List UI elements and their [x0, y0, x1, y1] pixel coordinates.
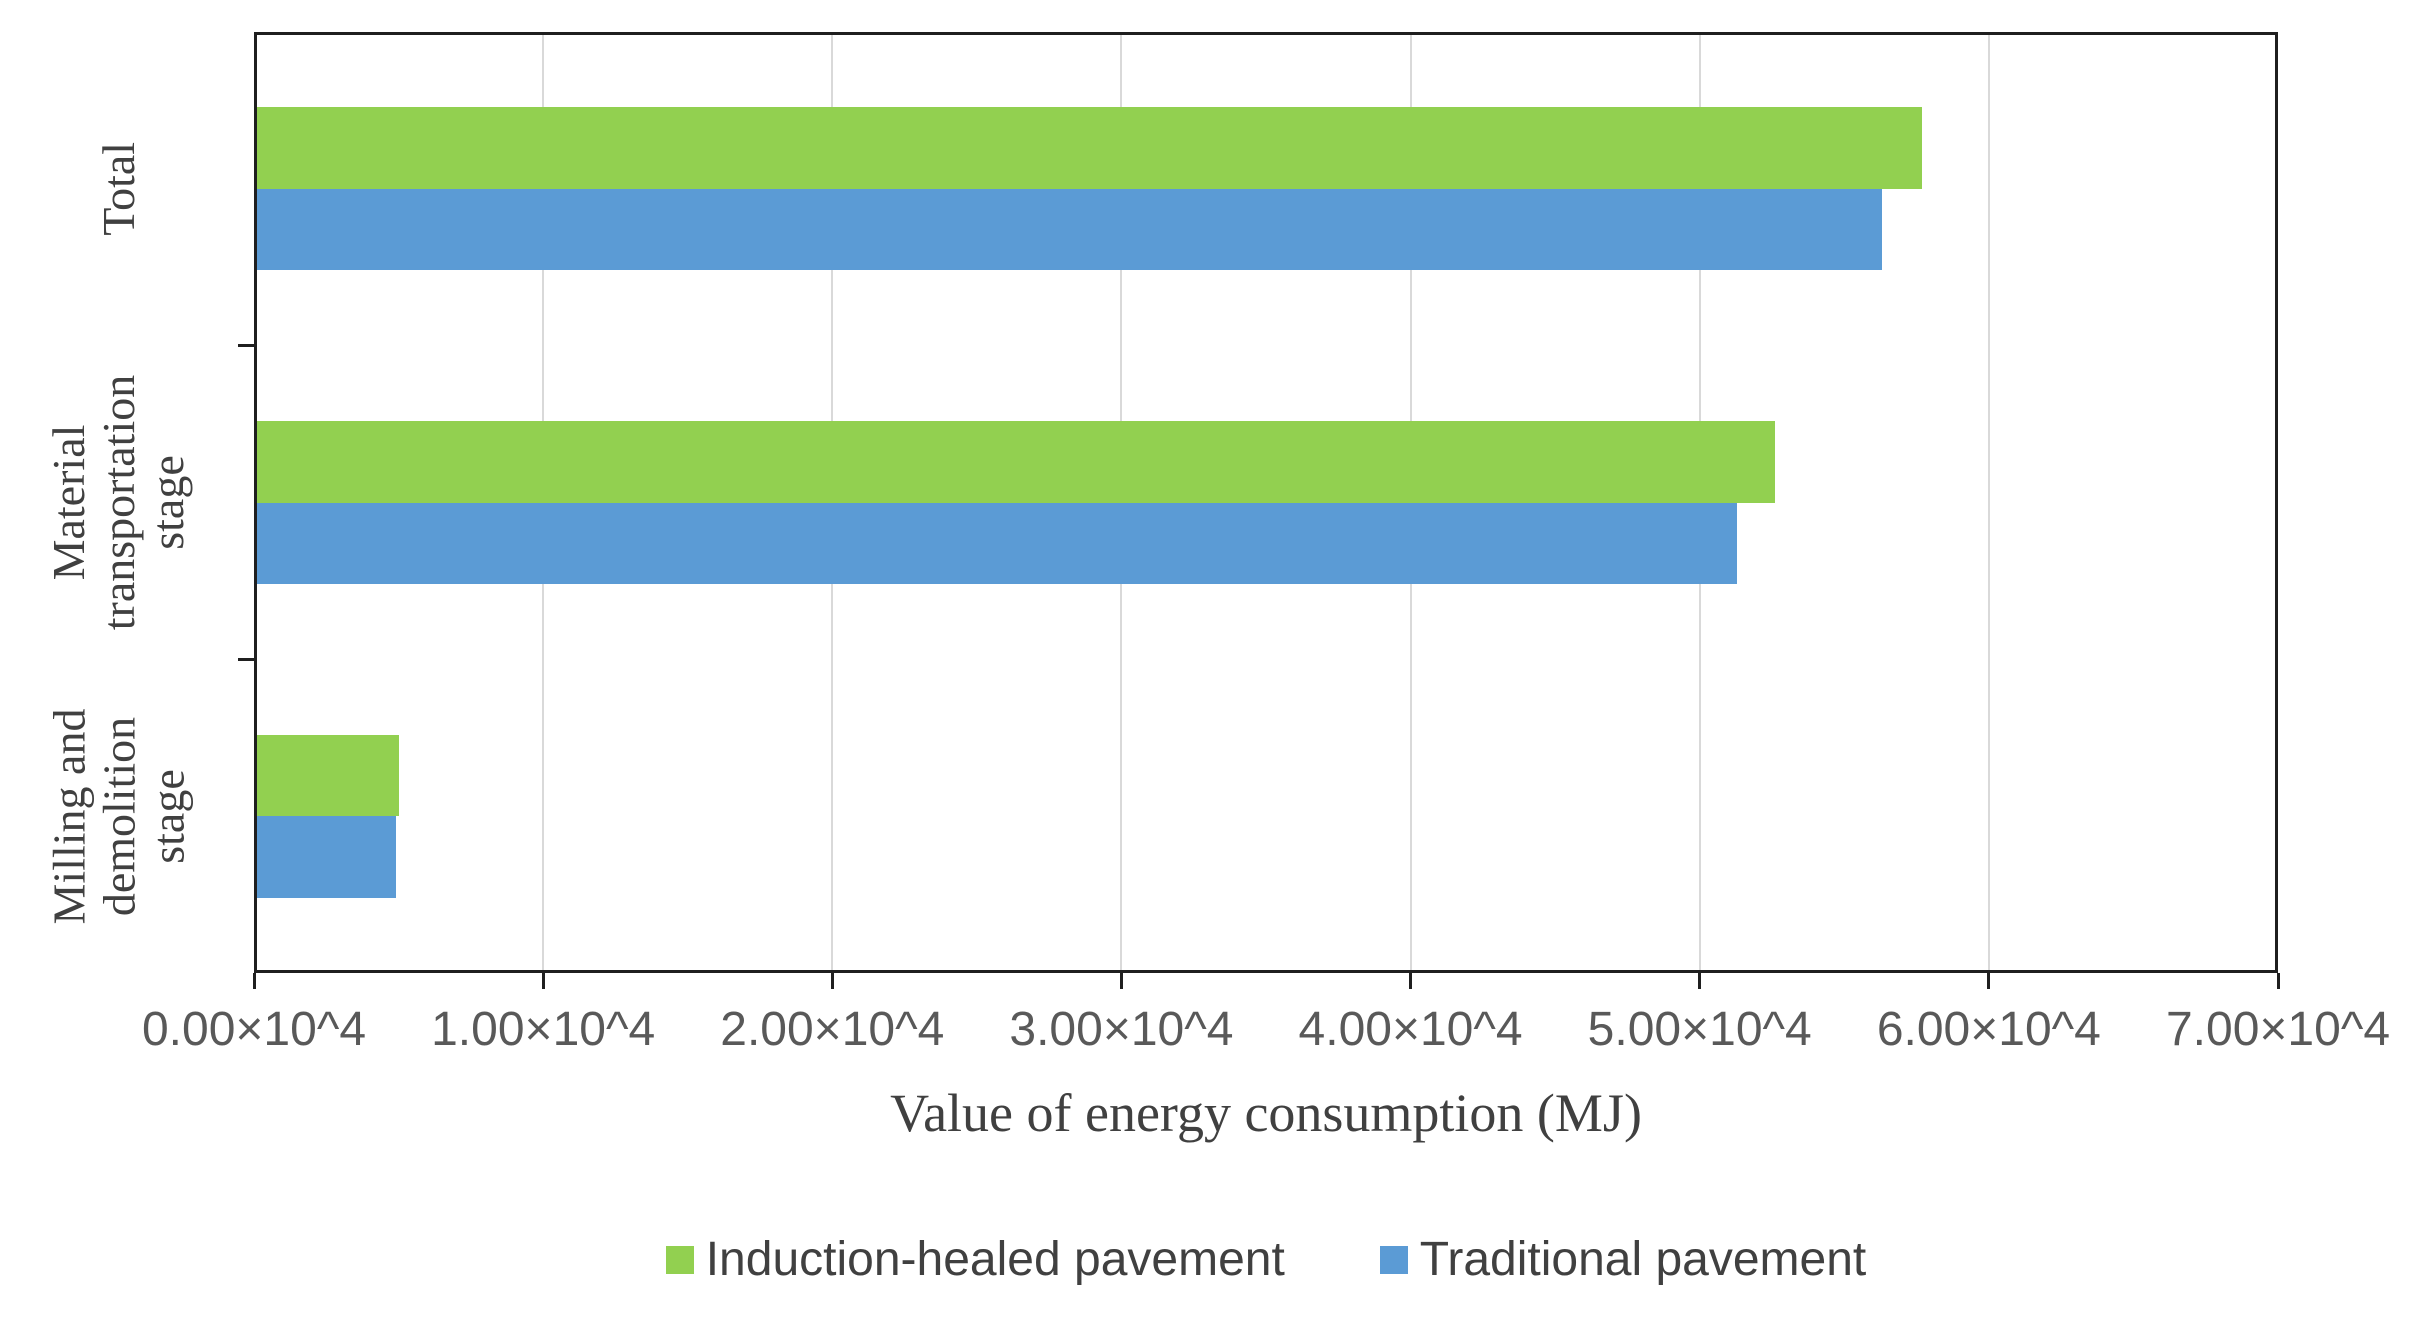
- x-axis-tick-7: [2276, 973, 2280, 989]
- x-axis-title: Value of energy consumption (MJ): [890, 1083, 1642, 1143]
- bar-traditional-pavement-material-transportation-stage: [257, 502, 1738, 584]
- bar-traditional-pavement-milling-and-demolition-stage: [257, 816, 396, 898]
- category-label-material-transportation-stage: Material transportation stage: [4, 346, 234, 660]
- category-label-text: Milling and demolition stage: [43, 708, 194, 925]
- legend-label: Induction-healed pavement: [705, 1233, 1285, 1286]
- plot-area: [254, 32, 2278, 973]
- y-axis-tick-2: [238, 657, 254, 661]
- legend-item-traditional-pavement: Traditional pavement: [1379, 1232, 1867, 1287]
- x-tick-label-1: 1.00×10^4: [431, 1003, 656, 1056]
- category-label-text: Total: [93, 141, 145, 236]
- gridline-x-6: [1987, 35, 1990, 970]
- y-axis-tick-1: [238, 344, 254, 348]
- x-tick-label-0: 0.00×10^4: [141, 1003, 367, 1056]
- x-axis-tick-4: [1409, 973, 1413, 989]
- category-label-milling-and-demolition-stage: Milling and demolition stage: [4, 659, 234, 973]
- bar-induction-healed-pavement-material-transportation-stage: [257, 421, 1775, 503]
- legend-label: Traditional pavement: [1419, 1233, 1867, 1286]
- x-axis-tick-1: [541, 973, 545, 989]
- category-label-text: Material transportation stage: [43, 374, 194, 631]
- legend-item-induction-healed-pavement: Induction-healed pavement: [665, 1232, 1285, 1287]
- legend: Induction-healed pavement Traditional pav…: [254, 1232, 2278, 1287]
- x-tick-label-6: 6.00×10^4: [1876, 1003, 2101, 1056]
- x-axis-tick-5: [1698, 973, 1702, 989]
- category-label-total: Total: [4, 32, 234, 346]
- x-axis-tick-2: [830, 973, 834, 989]
- x-axis-tick-3: [1119, 973, 1123, 989]
- bar-induction-healed-pavement-total: [257, 107, 1923, 189]
- bar-induction-healed-pavement-milling-and-demolition-stage: [257, 734, 399, 817]
- bar-traditional-pavement-total: [257, 188, 1882, 271]
- x-tick-label-4: 4.00×10^4: [1298, 1003, 1523, 1056]
- x-axis-tick-6: [1987, 973, 1991, 989]
- legend-swatch-traditional-pavement: [1379, 1245, 1408, 1274]
- x-tick-label-2: 2.00×10^4: [720, 1003, 945, 1056]
- x-tick-label-3: 3.00×10^4: [1009, 1003, 1234, 1056]
- legend-swatch-induction-healed-pavement: [665, 1245, 694, 1274]
- x-tick-label-5: 5.00×10^4: [1587, 1003, 1812, 1056]
- x-axis-tick-0: [252, 973, 256, 989]
- x-tick-label-7: 7.00×10^4: [2165, 1003, 2391, 1056]
